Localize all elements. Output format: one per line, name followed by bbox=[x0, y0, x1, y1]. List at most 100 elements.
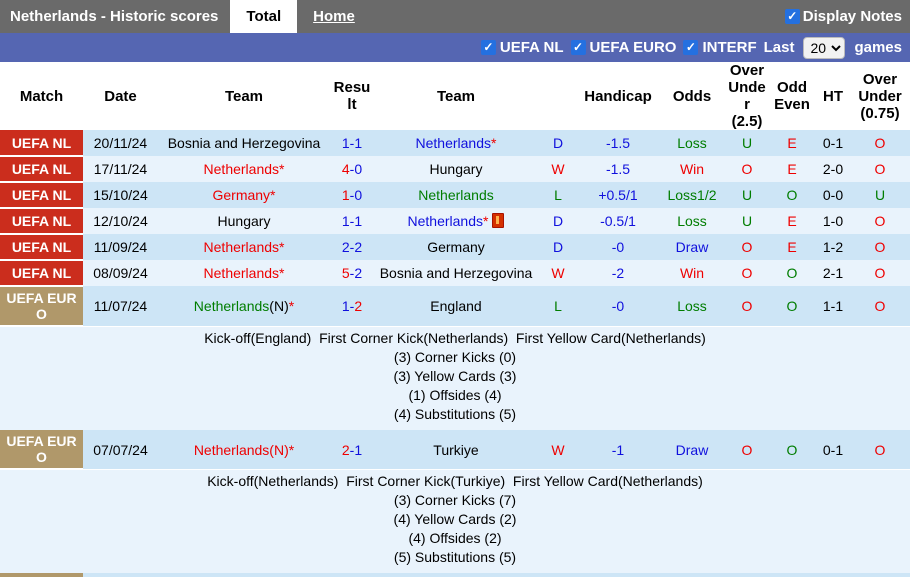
column-header-over-under-2.5-: Over Under (2.5) bbox=[726, 62, 768, 130]
over-under-2-5-cell: U bbox=[741, 135, 753, 151]
interf-checkbox[interactable]: ✓ bbox=[683, 40, 699, 55]
over-under-0-75-cell: O bbox=[874, 135, 886, 151]
wdl-cell: D bbox=[552, 213, 564, 229]
home-team-cell: Netherlands* bbox=[158, 260, 330, 286]
away-team-cell: Turkiye bbox=[374, 430, 538, 469]
result-score: -0 bbox=[349, 161, 363, 177]
home-team-name: Netherlands* bbox=[203, 265, 285, 281]
handicap-cell: -1 bbox=[611, 441, 625, 458]
tab-total[interactable]: Total bbox=[230, 0, 298, 33]
away-team-name: Bosnia and Herzegovina bbox=[379, 265, 533, 281]
table-row: UEFA NL 15/10/24 Germany* 1-0 Netherlands L +0… bbox=[0, 182, 910, 209]
handicap-cell: -0 bbox=[611, 298, 625, 314]
note-line: (3) Yellow Cards (3) bbox=[393, 368, 517, 384]
away-team-name: Netherlands bbox=[407, 213, 484, 229]
home-team-name: Netherlands(N)* bbox=[193, 441, 295, 458]
away-team-cell: Netherlands* bbox=[374, 208, 538, 234]
note-line: Kick-off(England) First Corner Kick(Neth… bbox=[204, 330, 706, 346]
away-team-cell: England bbox=[374, 286, 538, 326]
wdl-cell: W bbox=[551, 441, 565, 458]
competition-badge: UEFA NL bbox=[0, 234, 83, 261]
result-cell: 1-1 bbox=[330, 208, 374, 234]
away-team-cell: Netherlands bbox=[374, 182, 538, 208]
uefa-nl-checkbox[interactable]: ✓ bbox=[480, 40, 496, 55]
note-line: (4) Substitutions (5) bbox=[393, 406, 517, 422]
handicap-cell: +0.5/1 bbox=[598, 187, 638, 203]
away-team-name: Germany bbox=[427, 239, 485, 255]
away-team-cell: Netherlands* bbox=[374, 573, 538, 577]
away-team-name: * bbox=[491, 135, 497, 151]
column-header-odd-even: Odd Even bbox=[768, 62, 816, 130]
column-header-ht: HT bbox=[816, 62, 850, 130]
display-notes-group: ✓ Display Notes bbox=[784, 0, 910, 33]
odds-cell: Win bbox=[658, 573, 726, 577]
last-label: Last bbox=[763, 39, 795, 56]
odd-even-cell: O bbox=[786, 265, 798, 281]
match-date: 02/07/24 bbox=[83, 573, 158, 577]
odds-cell: Draw bbox=[675, 441, 709, 458]
odds-cell: Loss1/2 bbox=[667, 187, 717, 203]
over-under-0-75-cell: O bbox=[874, 441, 886, 458]
interf-filter: ✓ INTERF bbox=[683, 39, 757, 56]
tab-total-label: Total bbox=[246, 8, 282, 25]
home-team-cell: Bosnia and Herzegovina bbox=[158, 130, 330, 156]
wdl-cell: W bbox=[551, 161, 565, 177]
table-row: UEFA NL 12/10/24 Hungary 1-1 Netherlands* D -0… bbox=[0, 208, 910, 235]
titlebar-spacer bbox=[371, 0, 785, 33]
page-title: Netherlands - Historic scores bbox=[10, 8, 219, 25]
uefa-euro-checkbox[interactable]: ✓ bbox=[570, 40, 586, 55]
result-score: 2 bbox=[341, 441, 350, 458]
over-under-0-75-cell: O bbox=[874, 239, 886, 255]
odds-cell: Win bbox=[679, 265, 705, 281]
result-score: 1-1 bbox=[341, 213, 363, 229]
result-score: 4 bbox=[341, 161, 350, 177]
result-cell: 1-2 bbox=[330, 286, 374, 326]
column-header-date: Date bbox=[83, 62, 158, 130]
half-time-score-cell: 2-1 bbox=[822, 265, 844, 281]
filter-bar: ✓ UEFA NL ✓ UEFA EURO ✓ INTERF Last 20 g… bbox=[0, 33, 910, 62]
away-team-cell: Germany bbox=[374, 234, 538, 260]
table-row: UEFA NL 08/09/24 Netherlands* 5-2 Bosnia and… bbox=[0, 260, 910, 287]
notes-row: Kick-off(England) First Corner Kick(Neth… bbox=[0, 326, 910, 430]
away-team-name: Netherlands bbox=[415, 135, 492, 151]
home-team-cell: Netherlands* bbox=[158, 234, 330, 260]
odds-cell: Draw bbox=[675, 239, 709, 255]
home-team-name: Netherlands bbox=[193, 298, 270, 314]
notes-row: Kick-off(Netherlands) First Corner Kick(… bbox=[0, 469, 910, 573]
games-count-select[interactable]: 20 bbox=[803, 36, 846, 59]
match-date: 11/09/24 bbox=[93, 239, 148, 255]
result-score: 1 bbox=[341, 187, 350, 203]
red-card-icon bbox=[492, 213, 505, 228]
note-line: (3) Corner Kicks (7) bbox=[393, 492, 517, 508]
handicap-cell: -1/1.5 bbox=[578, 573, 658, 577]
away-team-name: Netherlands bbox=[418, 187, 494, 203]
uefa-euro-filter: ✓ UEFA EURO bbox=[570, 39, 676, 56]
home-team-cell: Netherlands(N)* bbox=[158, 286, 330, 326]
wdl-cell: L bbox=[554, 298, 562, 314]
display-notes-checkbox[interactable]: ✓ bbox=[784, 9, 800, 24]
tab-home-label: Home bbox=[313, 8, 355, 25]
home-team-cell: Hungary bbox=[158, 208, 330, 234]
odds-cell: Win bbox=[679, 161, 705, 177]
over-under-2-5-cell: O bbox=[726, 573, 768, 577]
away-team-name: Turkiye bbox=[433, 441, 479, 458]
column-header-result: Result bbox=[330, 62, 374, 130]
half-time-score-cell: 1-1 bbox=[822, 298, 844, 314]
competition-badge: UEFA EURO bbox=[0, 573, 83, 577]
match-date: 07/07/24 bbox=[93, 441, 148, 458]
result-cell: 5-2 bbox=[330, 260, 374, 286]
result-score: 1-1 bbox=[341, 135, 363, 151]
over-under-0-75-cell: O bbox=[874, 265, 886, 281]
result-cell: 1-1 bbox=[330, 130, 374, 156]
away-team-name: England bbox=[430, 298, 482, 314]
uefa-nl-label: UEFA NL bbox=[499, 39, 564, 56]
table-row: UEFA EURO 07/07/24 Netherlands(N)* 2-1 Turki… bbox=[0, 430, 910, 470]
display-notes-label: Display Notes bbox=[802, 8, 902, 25]
table-row: UEFA NL 17/11/24 Netherlands* 4-0 Hungary W -1… bbox=[0, 156, 910, 183]
handicap-cell: -0 bbox=[611, 239, 625, 255]
note-line: Kick-off(Netherlands) First Corner Kick(… bbox=[207, 473, 703, 489]
table-row: UEFA EURO 11/07/24 Netherlands(N)* 1-2 Engla… bbox=[0, 286, 910, 327]
half-time-score-cell: 1-0 bbox=[822, 213, 844, 229]
odd-even-cell: O bbox=[786, 298, 798, 314]
tab-home[interactable]: Home bbox=[297, 0, 371, 33]
